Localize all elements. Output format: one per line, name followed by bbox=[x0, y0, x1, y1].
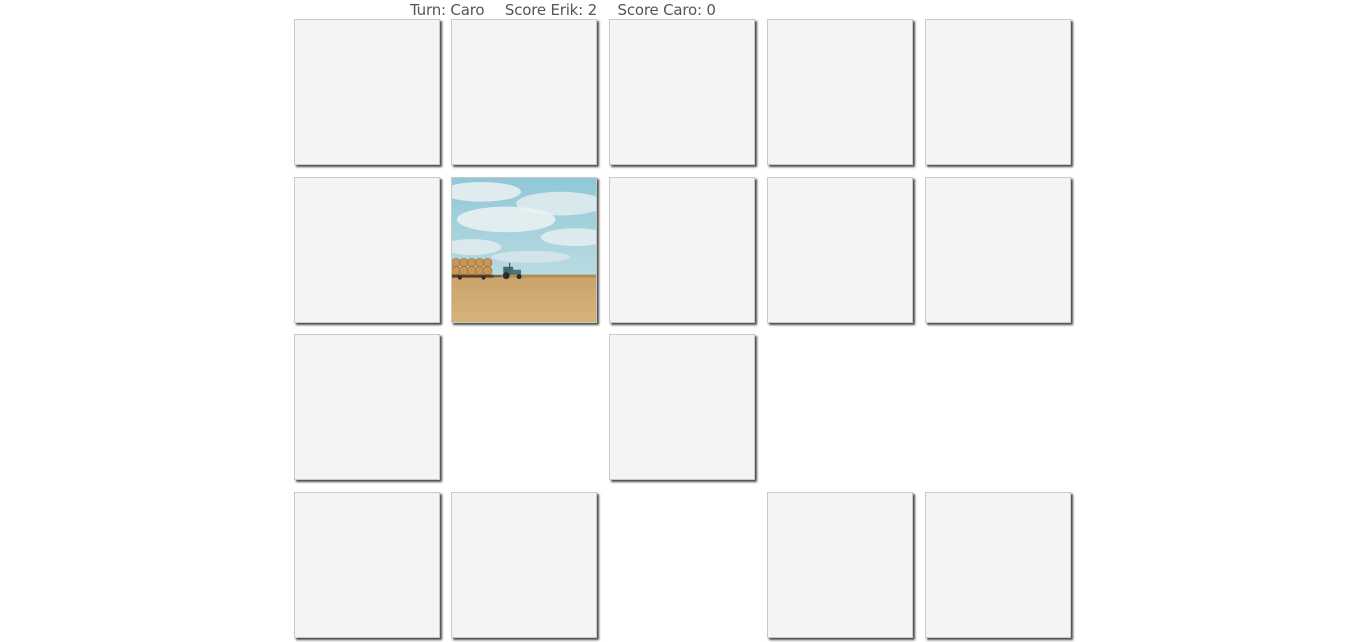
memory-card[interactable] bbox=[925, 177, 1071, 323]
memory-card[interactable] bbox=[609, 177, 755, 323]
memory-card[interactable] bbox=[294, 492, 440, 638]
memory-card[interactable] bbox=[294, 19, 440, 165]
score-caro: Score Caro: 0 bbox=[617, 1, 716, 19]
memory-card-revealed[interactable] bbox=[451, 177, 597, 323]
memory-card[interactable] bbox=[451, 19, 597, 165]
memory-card[interactable] bbox=[767, 492, 913, 638]
memory-card[interactable] bbox=[925, 492, 1071, 638]
memory-card[interactable] bbox=[925, 19, 1071, 165]
memory-card[interactable] bbox=[767, 19, 913, 165]
turn-indicator: Turn: Caro bbox=[410, 1, 485, 19]
tractor-field-picture bbox=[452, 178, 596, 322]
memory-card[interactable] bbox=[767, 177, 913, 323]
memory-card[interactable] bbox=[609, 334, 755, 480]
memory-card[interactable] bbox=[451, 492, 597, 638]
score-erik: Score Erik: 2 bbox=[504, 1, 597, 19]
memory-card[interactable] bbox=[609, 19, 755, 165]
status-bar: Turn: Caro Score Erik: 2 Score Caro: 0 bbox=[410, 1, 732, 19]
memory-card[interactable] bbox=[294, 177, 440, 323]
memory-card[interactable] bbox=[294, 334, 440, 480]
